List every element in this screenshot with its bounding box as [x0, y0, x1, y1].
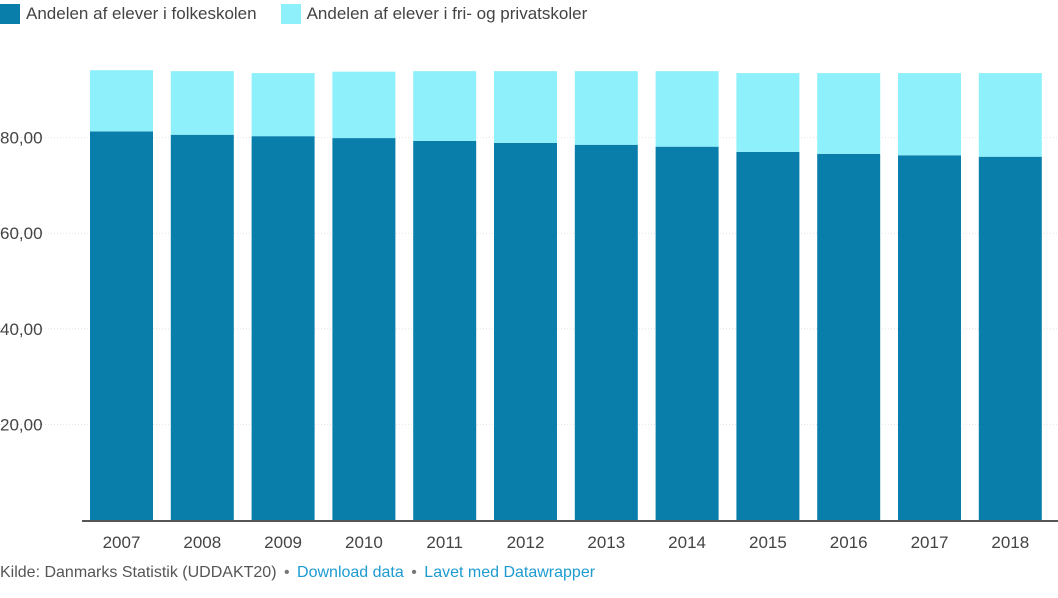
footer-separator: •: [283, 564, 290, 581]
bar-privatskoler: [332, 71, 396, 139]
bar-folkeskolen: [170, 134, 234, 520]
bar-privatskoler: [736, 73, 800, 152]
y-tick-label: 40,00: [0, 320, 43, 339]
legend-label-privatskoler: Andelen af elever i fri- og privatskoler: [306, 4, 588, 23]
datawrapper-link[interactable]: Lavet med Datawrapper: [424, 564, 596, 581]
bar-folkeskolen: [251, 136, 315, 520]
legend-item-privatskoler: Andelen af elever i fri- og privatskoler: [280, 4, 588, 24]
x-tick-label: 2013: [587, 533, 625, 552]
x-tick-label: 2014: [668, 533, 706, 552]
legend-label-folkeskolen: Andelen af elever i folkeskolen: [26, 4, 257, 23]
legend-item-folkeskolen: Andelen af elever i folkeskolen: [0, 4, 257, 24]
bar-folkeskolen: [494, 142, 557, 520]
bar-privatskoler: [251, 73, 315, 137]
bar-privatskoler: [655, 71, 719, 147]
chart-footer: Kilde: Danmarks Statistik (UDDAKT20) • D…: [0, 564, 595, 582]
bar-folkeskolen: [574, 144, 638, 520]
x-tick-label: 2018: [991, 533, 1029, 552]
x-tick-label: 2008: [183, 533, 221, 552]
bar-privatskoler: [494, 71, 557, 143]
x-tick-label: 2009: [264, 533, 302, 552]
x-tick-label: 2015: [749, 533, 787, 552]
bar-folkeskolen: [332, 138, 396, 520]
bar-folkeskolen: [978, 156, 1042, 520]
bar-folkeskolen: [817, 153, 881, 521]
source-text: Kilde: Danmarks Statistik (UDDAKT20): [0, 564, 277, 581]
bar-privatskoler: [817, 73, 881, 154]
x-tick-label: 2010: [345, 533, 383, 552]
x-tick-label: 2017: [911, 533, 949, 552]
bar-privatskoler: [170, 71, 234, 135]
bar-folkeskolen: [736, 151, 800, 520]
download-data-link[interactable]: Download data: [297, 564, 404, 581]
bar-folkeskolen: [655, 146, 719, 520]
legend-swatch-privatskoler: [280, 4, 301, 24]
chart-legend: Andelen af elever i folkeskolen Andelen …: [0, 4, 611, 24]
footer-separator: •: [411, 564, 417, 581]
bar-folkeskolen: [90, 131, 153, 521]
bar-folkeskolen: [898, 155, 961, 520]
x-tick-label: 2016: [830, 533, 868, 552]
bar-privatskoler: [413, 71, 477, 141]
bar-privatskoler: [574, 71, 638, 145]
y-tick-label: 20,00: [0, 415, 43, 434]
bar-privatskoler: [90, 70, 153, 132]
x-tick-label: 2011: [426, 533, 463, 552]
bar-privatskoler: [978, 73, 1042, 157]
x-tick-label: 2012: [507, 533, 545, 552]
y-tick-label: 60,00: [0, 224, 43, 243]
bar-privatskoler: [898, 73, 961, 156]
bar-folkeskolen: [413, 140, 477, 521]
legend-swatch-folkeskolen: [0, 4, 20, 24]
y-tick-label: 80,00: [0, 129, 43, 148]
x-tick-label: 2007: [103, 533, 141, 552]
